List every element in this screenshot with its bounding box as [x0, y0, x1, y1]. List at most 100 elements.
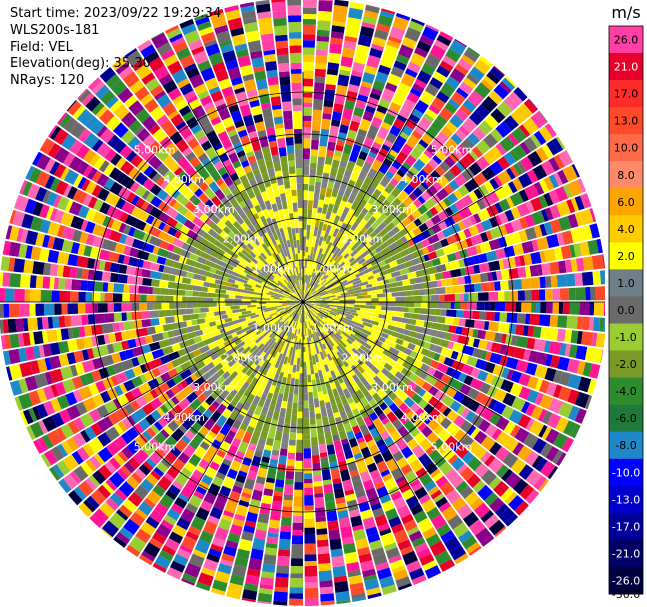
colorbar-unit: m/s: [611, 3, 640, 22]
range-gate: [334, 150, 343, 157]
range-gate: [386, 236, 396, 246]
range-gate: [329, 397, 336, 405]
range-gate: [395, 438, 408, 451]
range-gate: [371, 547, 385, 557]
range-gate: [435, 150, 447, 162]
range-gate: [142, 430, 153, 441]
range-gate: [242, 351, 252, 360]
range-gate: [353, 106, 365, 118]
range-gate: [466, 355, 478, 367]
range-gate: [296, 326, 300, 337]
range-gate: [453, 148, 464, 159]
range-gate: [164, 435, 178, 449]
range-gate: [263, 339, 272, 349]
range-gate: [468, 545, 482, 556]
range-gate: [432, 71, 447, 84]
range-gate: [467, 132, 481, 146]
range-gate: [102, 482, 114, 494]
range-gate: [304, 293, 307, 299]
range-gate: [313, 300, 321, 302]
range-gate: [412, 289, 420, 296]
range-gate: [278, 455, 287, 465]
range-gate: [573, 243, 582, 258]
range-gate: [454, 285, 465, 294]
range-gate: [545, 276, 552, 288]
range-gate: [349, 290, 357, 295]
range-gate: [299, 333, 302, 340]
range-gate: [113, 454, 125, 466]
range-gate: [539, 179, 550, 193]
range-gate: [272, 321, 281, 329]
range-gate: [318, 286, 326, 292]
range-gate: [329, 43, 343, 54]
range-gate: [402, 307, 409, 313]
range-gate: [296, 305, 301, 311]
range-gate: [543, 221, 554, 235]
range-gate: [338, 287, 349, 292]
range-gate: [373, 406, 384, 417]
range-gate: [229, 410, 239, 421]
range-gate: [283, 423, 291, 434]
range-gate: [288, 309, 295, 316]
range-gate: [369, 312, 379, 318]
range-gate: [316, 384, 322, 392]
range-gate: [367, 271, 374, 277]
range-gate: [264, 547, 278, 556]
range-gate: [336, 261, 346, 270]
range-gate: [313, 320, 319, 330]
range-gate: [212, 476, 224, 488]
range-gate: [400, 236, 408, 244]
range-gate: [347, 569, 361, 578]
range-gate: [530, 134, 542, 148]
range-gate: [339, 124, 349, 134]
range-gate: [399, 248, 411, 258]
range-gate: [489, 160, 504, 176]
range-gate: [315, 49, 328, 57]
range-gate: [351, 318, 359, 323]
range-gate: [450, 350, 459, 360]
range-gate: [257, 512, 270, 524]
range-gate: [517, 414, 532, 429]
range-gate: [498, 212, 509, 225]
range-gate: [447, 192, 459, 205]
range-gate: [474, 283, 482, 292]
range-gate: [488, 291, 499, 301]
range-gate: [330, 212, 337, 220]
range-gate: [362, 72, 376, 84]
range-gate: [325, 74, 338, 86]
range-gate: [214, 526, 229, 541]
range-gate: [347, 84, 360, 93]
colorbar-tick-label: 13.0: [614, 115, 639, 128]
range-gate: [407, 438, 419, 451]
range-gate: [526, 389, 539, 404]
range-gate: [313, 339, 317, 345]
range-gate: [484, 302, 491, 311]
range-gate: [214, 570, 230, 584]
range-gate: [382, 500, 395, 512]
range-gate: [480, 282, 491, 292]
range-gate: [504, 513, 518, 527]
range-gate: [446, 349, 454, 358]
range-gate: [497, 170, 512, 185]
range-gate: [284, 341, 290, 351]
range-gate: [429, 206, 439, 216]
range-gate: [225, 540, 239, 549]
range-gate: [336, 375, 344, 384]
range-gate: [603, 317, 605, 332]
range-gate: [488, 90, 504, 105]
range-gate: [461, 167, 475, 182]
range-gate: [388, 35, 402, 44]
range-gate: [297, 305, 301, 311]
range-gate: [333, 367, 341, 377]
range-gate: [467, 456, 482, 472]
range-gate: [460, 434, 475, 449]
range-gate: [354, 178, 364, 190]
range-gate: [241, 364, 251, 374]
range-gate: [287, 452, 296, 460]
range-gate: [319, 580, 333, 588]
range-gate: [510, 335, 518, 346]
range-gate: [359, 424, 370, 436]
range-gate: [374, 110, 386, 121]
range-gate: [406, 453, 418, 465]
range-gate: [459, 485, 474, 499]
